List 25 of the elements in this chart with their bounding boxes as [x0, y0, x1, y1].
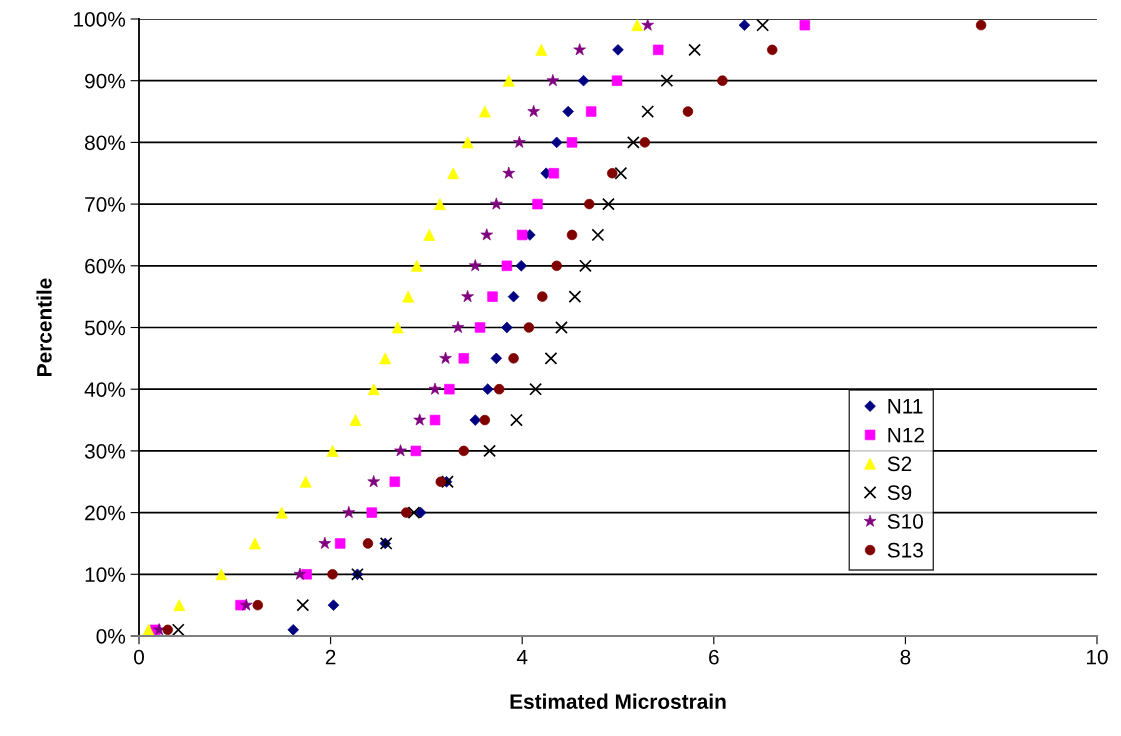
x-tick-label: 4	[516, 649, 528, 665]
x-axis-title: Estimated Microstrain	[510, 693, 726, 709]
y-tick-label: 0%	[96, 629, 126, 644]
y-tick-label: 10%	[85, 567, 126, 583]
y-tick-label: 60%	[85, 258, 126, 274]
x-tick-label: 10	[1087, 649, 1108, 665]
x-tick-label: 6	[709, 649, 719, 665]
x-tick-label: 2	[325, 649, 336, 665]
y-tick-label: 50%	[84, 320, 126, 336]
y-axis-title: Percentile	[36, 278, 52, 376]
y-tick-label: 100%	[74, 12, 126, 27]
y-tick-label: 90%	[85, 73, 126, 89]
x-tick-label: 8	[900, 649, 911, 665]
legend-label: S9	[887, 485, 912, 501]
legend-label: S13	[887, 542, 923, 558]
y-tick-label: 20%	[85, 505, 126, 521]
legend-label: N12	[888, 427, 924, 443]
legend-label: S10	[887, 514, 924, 529]
x-tick-label: 0	[134, 649, 144, 665]
y-tick-label: 30%	[84, 443, 126, 459]
y-tick-label: 70%	[85, 197, 126, 212]
legend-label: S2	[887, 456, 912, 472]
y-tick-label: 80%	[85, 135, 126, 151]
y-tick-label: 40%	[84, 382, 126, 397]
legend-label: N11	[888, 399, 923, 414]
